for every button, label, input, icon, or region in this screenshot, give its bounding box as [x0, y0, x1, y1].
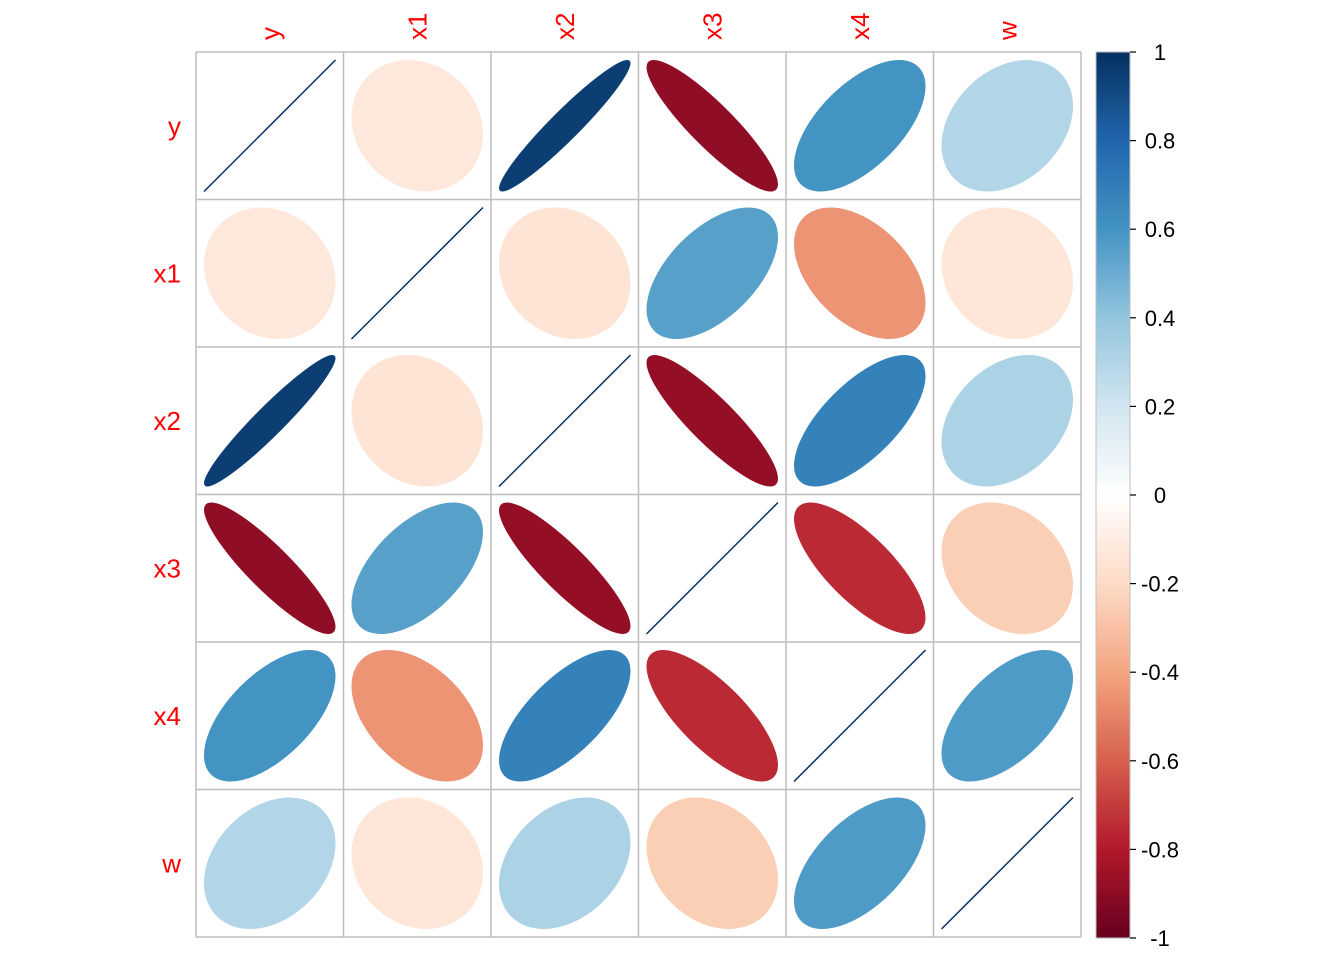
row-label-x1: x1: [154, 258, 181, 288]
cell-x1-x2: [498, 207, 631, 339]
colorbar-gradient: [1095, 51, 1131, 939]
colorbar-tick-label: -0.6: [1141, 749, 1179, 774]
cell-x4-y: [204, 650, 336, 782]
cell-w-x4: [793, 797, 926, 929]
cell-w-x1: [351, 797, 484, 929]
colorbar-tick-label: -0.8: [1141, 837, 1179, 862]
cell-y-x2: [498, 59, 631, 192]
cell-x2-y: [203, 354, 336, 487]
colorbar-tick-label: 1: [1154, 40, 1166, 65]
cell-x4-w: [941, 649, 1073, 782]
colorbar-tick-label: -0.2: [1141, 572, 1179, 597]
colorbar-tick-label: 0.8: [1145, 129, 1176, 154]
cell-w-w: [940, 796, 1074, 930]
cell-x4-x3: [646, 650, 779, 782]
cell-y-w: [941, 60, 1073, 192]
cell-x2-x2: [498, 354, 632, 488]
cell-x1-x1: [350, 206, 484, 340]
row-label-w: w: [161, 848, 181, 878]
cell-x1-x3: [646, 207, 778, 339]
column-label-x2: x2: [550, 13, 580, 40]
grid-layer: [195, 51, 1082, 938]
column-label-w: w: [992, 21, 1022, 41]
column-label-x4: x4: [845, 13, 875, 40]
cell-x3-x4: [794, 502, 926, 635]
row-labels: y x1 x2 x3 x4 w: [154, 111, 182, 879]
cells-layer: [203, 59, 1074, 930]
column-label-x1: x1: [402, 13, 432, 40]
cell-x2-w: [941, 355, 1073, 487]
cell-x2-x3: [646, 355, 778, 487]
colorbar-tick-label: -0.4: [1141, 660, 1179, 685]
cell-x4-x2: [498, 649, 631, 782]
cell-y-y: [203, 59, 337, 193]
colorbar-tick-label: 0.2: [1145, 394, 1176, 419]
cell-y-x3: [646, 60, 779, 192]
cell-y-x1: [351, 59, 483, 192]
row-label-x2: x2: [154, 406, 181, 436]
colorbar-tick-label: 0.4: [1145, 306, 1176, 331]
column-label-x3: x3: [697, 13, 727, 40]
cell-x3-x2: [499, 502, 631, 634]
cell-x2-x1: [351, 354, 483, 487]
colorbar-tick-label: 0.6: [1145, 217, 1176, 242]
row-label-x4: x4: [154, 701, 181, 731]
colorbar-tick-label: 0: [1154, 483, 1166, 508]
cell-x3-w: [941, 502, 1073, 634]
row-label-x3: x3: [154, 553, 181, 583]
cell-x1-x4: [794, 207, 926, 340]
cell-x2-x4: [793, 354, 926, 487]
cell-x1-w: [941, 207, 1074, 340]
column-label-y: y: [255, 27, 285, 40]
cell-x3-y: [204, 502, 336, 634]
cell-x3-x1: [351, 502, 483, 634]
cell-x3-x3: [645, 501, 779, 635]
cell-x1-y: [203, 207, 336, 339]
row-label-y: y: [168, 111, 181, 141]
cell-y-x4: [793, 60, 926, 192]
cell-x4-x4: [793, 649, 927, 783]
colorbar-tick-label: -1: [1150, 926, 1170, 951]
cell-w-x2: [499, 797, 631, 930]
color-legend: 1 0.8 0.6 0.4 0.2 0 -0.2 -0.4 -0.6 -0.8 -1: [1095, 40, 1179, 951]
cell-w-y: [204, 797, 336, 930]
column-labels: y x1 x2 x3 x4 w: [255, 13, 1023, 41]
cell-w-x3: [646, 797, 778, 929]
cell-x4-x1: [351, 650, 483, 782]
